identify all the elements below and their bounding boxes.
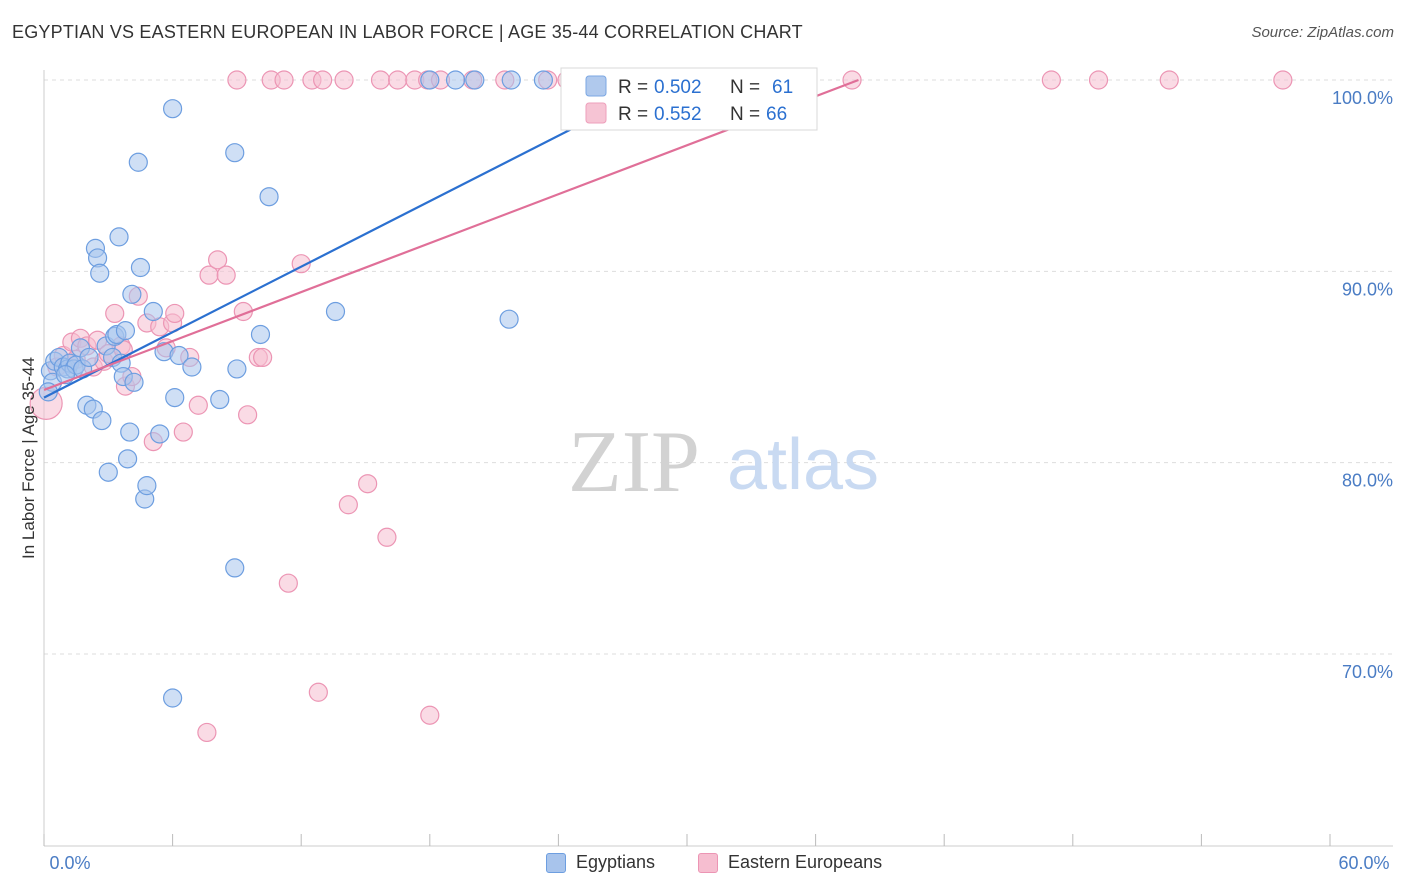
- egyptians-point: [120, 422, 140, 442]
- egyptians-point: [225, 143, 245, 163]
- chart-title: EGYPTIAN VS EASTERN EUROPEAN IN LABOR FO…: [12, 22, 803, 42]
- legend-r-value-egyptians: 0.502: [654, 77, 702, 98]
- egyptians-point: [465, 70, 485, 90]
- y-tick-label-100: 100.0%: [1332, 88, 1393, 108]
- eastern-europeans-point: [358, 474, 378, 494]
- eastern-europeans-swatch-icon: [698, 852, 718, 873]
- source-label: Source: ZipAtlas.com: [1251, 24, 1394, 41]
- trend-lines: [43, 78, 859, 399]
- egyptians-point: [227, 359, 247, 379]
- eastern-europeans-point: [377, 527, 397, 547]
- y-tick-label-90: 90.0%: [1342, 279, 1393, 299]
- legend-swatch-egyptians: [585, 75, 607, 97]
- egyptians-point: [90, 263, 110, 283]
- egyptians-point: [420, 70, 440, 90]
- egyptians-point: [325, 301, 346, 322]
- egyptians-point: [210, 389, 230, 410]
- eastern-europeans-point: [197, 722, 217, 743]
- egyptians-point: [499, 309, 519, 329]
- x-tick-label-max: 60.0%: [1338, 853, 1389, 873]
- egyptians-point: [128, 152, 148, 172]
- egyptians-point: [165, 388, 185, 408]
- egyptians-point: [225, 558, 245, 578]
- legend-label-eastern-europeans: Eastern Europeans: [728, 852, 883, 872]
- y-tick-label-80: 80.0%: [1342, 471, 1393, 491]
- eastern-europeans-point: [370, 70, 391, 90]
- egyptians-point: [109, 227, 129, 247]
- y-axis-label: In Labor Force | Age 35-44: [19, 357, 38, 559]
- legend-n-label-eastern-europeans: N =: [730, 104, 760, 125]
- egyptians-point: [445, 70, 466, 90]
- egyptians-point: [163, 99, 183, 119]
- egyptians-point: [259, 187, 279, 207]
- egyptians-point: [143, 301, 163, 322]
- egyptians-trend-line: [43, 117, 594, 399]
- egyptians-point: [137, 476, 157, 496]
- legend-n-value-egyptians: 61: [772, 77, 793, 98]
- eastern-europeans-point: [227, 70, 247, 90]
- eastern-europeans-point: [313, 70, 333, 90]
- grid-lines: [44, 79, 1393, 655]
- eastern-europeans-point: [420, 705, 440, 725]
- egyptians-point: [163, 688, 183, 708]
- egyptians-point: [501, 70, 521, 90]
- egyptians-point: [122, 284, 142, 304]
- eastern-europeans-point: [338, 495, 358, 515]
- eastern-europeans-point: [105, 303, 125, 324]
- eastern-europeans-point: [388, 70, 408, 90]
- x-ticks: [43, 834, 1331, 846]
- eastern-europeans-point: [208, 250, 228, 270]
- axes: [43, 70, 1393, 847]
- series-legend: Egyptians Eastern Europeans: [0, 852, 1406, 880]
- legend-item-egyptians[interactable]: Egyptians: [546, 852, 655, 873]
- eastern-europeans-point: [308, 682, 328, 702]
- legend-n-value-eastern-europeans: 66: [766, 104, 787, 125]
- legend-n-label-egyptians: N =: [730, 77, 760, 98]
- egyptians-point: [92, 410, 112, 431]
- watermark-zip: ZIP: [568, 414, 700, 511]
- egyptians-point: [115, 321, 136, 341]
- eastern-europeans-point: [188, 395, 208, 415]
- eastern-europeans-point: [334, 70, 354, 90]
- eastern-europeans-point: [278, 573, 298, 593]
- x-tick-label-min: 0.0%: [49, 853, 90, 873]
- series-egyptians: [38, 70, 611, 708]
- legend-item-eastern-europeans[interactable]: Eastern Europeans: [698, 852, 882, 873]
- eastern-europeans-point: [1088, 70, 1109, 90]
- eastern-europeans-point: [1041, 70, 1061, 90]
- watermark: ZIP atlas: [568, 414, 879, 511]
- eastern-europeans-point: [253, 347, 273, 368]
- egyptians-point: [182, 357, 202, 377]
- eastern-europeans-point: [216, 265, 236, 285]
- eastern-europeans-point: [274, 70, 294, 90]
- y-tick-labels: 70.0% 80.0% 90.0% 100.0%: [1332, 88, 1393, 682]
- egyptians-point: [79, 347, 99, 368]
- egyptians-point: [250, 324, 271, 345]
- legend-swatch-eastern-europeans: [585, 102, 607, 124]
- egyptians-point: [98, 462, 118, 482]
- legend-r-label-eastern-europeans: R =: [618, 104, 648, 125]
- eastern-europeans-point: [165, 303, 185, 324]
- egyptians-point: [124, 372, 144, 392]
- y-tick-label-70: 70.0%: [1342, 662, 1393, 682]
- egyptians-point: [117, 449, 138, 469]
- egyptians-point: [130, 257, 151, 278]
- egyptians-point: [169, 345, 189, 366]
- eastern-europeans-point: [1159, 70, 1179, 90]
- eastern-europeans-point: [1273, 70, 1293, 90]
- legend-label-egyptians: Egyptians: [576, 852, 656, 872]
- stats-legend: R = 0.502 N = 61 R = 0.552 N = 66: [560, 67, 818, 131]
- eastern-europeans-point: [173, 422, 193, 442]
- eastern-europeans-trend-line: [43, 78, 859, 391]
- egyptians-swatch-icon: [546, 852, 566, 873]
- legend-r-value-eastern-europeans: 0.552: [654, 104, 702, 125]
- watermark-atlas: atlas: [727, 425, 879, 505]
- egyptians-point: [150, 424, 170, 444]
- eastern-europeans-point: [238, 405, 258, 425]
- legend-r-label-egyptians: R =: [618, 77, 648, 98]
- egyptians-point: [533, 70, 553, 90]
